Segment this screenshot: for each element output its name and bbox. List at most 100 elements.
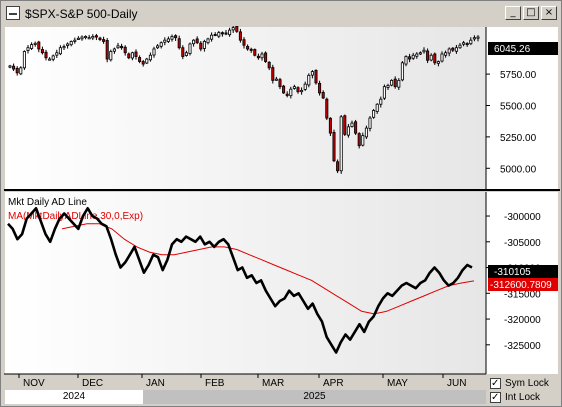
- price-tick-label: 5500.00: [500, 101, 537, 112]
- candle-down: [195, 38, 199, 44]
- candle-up: [156, 45, 160, 49]
- candle-up: [26, 47, 30, 51]
- candle-up: [170, 36, 174, 40]
- candle-up: [109, 51, 113, 61]
- title-bar[interactable]: $SPX-S&P 500-Daily _ □ ×: [2, 2, 560, 24]
- candle-down: [271, 67, 275, 81]
- candle-down: [224, 32, 228, 35]
- candle-down: [426, 50, 430, 61]
- indicator-tick-label: -305000: [504, 238, 541, 249]
- month-label: MAR: [262, 378, 284, 389]
- candlesticks: [8, 26, 480, 174]
- indicator-tick-label: -320000: [504, 315, 541, 326]
- last-ma-box: [488, 278, 558, 291]
- candle-down: [177, 38, 181, 49]
- last-price-label: 6045.26: [494, 44, 531, 55]
- sym-lock-label: Sym Lock: [505, 377, 549, 389]
- candle-down: [120, 45, 124, 49]
- window-menu-icon[interactable]: [6, 6, 20, 20]
- candle-up: [339, 116, 343, 172]
- candle-up: [84, 36, 88, 39]
- candle-down: [94, 35, 98, 38]
- candle-up: [386, 84, 390, 88]
- indicator-tick-label: -315000: [504, 289, 541, 300]
- indicator-tick-label: -300000: [504, 212, 541, 223]
- candle-up: [163, 39, 167, 43]
- candle-up: [202, 41, 206, 49]
- price-tick-label: 5000.00: [500, 164, 537, 175]
- candle-down: [242, 39, 246, 46]
- time-axis[interactable]: [5, 374, 486, 389]
- candle-up: [30, 44, 34, 49]
- candle-up: [145, 58, 149, 64]
- candle-down: [15, 67, 19, 74]
- candle-down: [105, 40, 109, 60]
- candle-up: [148, 54, 152, 61]
- candle-down: [235, 26, 239, 32]
- candle-down: [40, 49, 44, 54]
- month-label: NOV: [23, 378, 45, 389]
- month-label: JAN: [146, 378, 165, 389]
- window-title: $SPX-S&P 500-Daily: [25, 7, 138, 21]
- candle-down: [318, 82, 322, 94]
- maximize-button[interactable]: □: [523, 6, 539, 20]
- candle-up: [422, 49, 426, 53]
- candle-up: [166, 38, 170, 42]
- indicator-tick-label: -325000: [504, 341, 541, 352]
- candle-up: [307, 74, 311, 86]
- month-label: APR: [323, 378, 344, 389]
- price-tick-label: 5750.00: [500, 70, 537, 81]
- int-lock-checkbox[interactable]: [490, 391, 501, 404]
- minimize-button[interactable]: _: [505, 6, 521, 20]
- last-ad-label: -310105: [494, 267, 531, 278]
- candle-up: [260, 53, 264, 59]
- candle-down: [174, 35, 178, 39]
- candle-up: [274, 78, 278, 81]
- candle-up: [300, 90, 304, 93]
- candle-up: [404, 56, 408, 65]
- int-lock-toggle[interactable]: Int Lock: [490, 390, 540, 404]
- month-label: MAY: [387, 378, 408, 389]
- candle-down: [354, 121, 358, 134]
- last-ma-label: -312600.7809: [490, 280, 552, 291]
- close-button[interactable]: ×: [541, 6, 557, 20]
- candle-up: [444, 52, 448, 56]
- indicator-title: Mkt Daily AD Line: [8, 197, 87, 208]
- candle-down: [12, 65, 16, 70]
- candle-up: [411, 54, 415, 59]
- candle-up: [462, 42, 466, 45]
- month-label: DEC: [82, 378, 103, 389]
- candle-down: [220, 32, 224, 35]
- candle-down: [37, 41, 41, 50]
- candle-up: [476, 36, 480, 39]
- candle-up: [206, 38, 210, 44]
- candle-down: [285, 93, 289, 96]
- candle-up: [217, 32, 221, 37]
- candle-down: [256, 55, 260, 59]
- price-panel[interactable]: [5, 27, 486, 189]
- candle-down: [102, 39, 106, 42]
- candle-down: [246, 46, 250, 50]
- candle-up: [19, 67, 23, 75]
- sym-lock-checkbox[interactable]: [490, 377, 501, 390]
- year-label-2025: 2025: [143, 390, 486, 404]
- candle-up: [289, 88, 293, 97]
- month-labels: NOV DEC JAN FEB MAR APR MAY JUN: [18, 374, 466, 389]
- sym-lock-toggle[interactable]: Sym Lock: [490, 376, 549, 390]
- candle-down: [321, 92, 325, 99]
- candle-down: [393, 78, 397, 88]
- candle-up: [192, 39, 196, 45]
- candle-down: [127, 53, 131, 59]
- candle-up: [8, 65, 12, 68]
- chart-canvas[interactable]: 5750.00 5500.00 5250.00 5000.00 6045.26 -30…: [4, 26, 560, 390]
- month-label: FEB: [205, 378, 225, 389]
- candle-down: [44, 51, 48, 59]
- candle-down: [267, 61, 271, 69]
- candle-up: [69, 41, 73, 46]
- candle-up: [440, 53, 444, 62]
- candle-up: [73, 39, 77, 42]
- candle-down: [238, 31, 242, 41]
- candle-up: [458, 44, 462, 49]
- candle-up: [66, 43, 70, 46]
- candle-up: [418, 52, 422, 55]
